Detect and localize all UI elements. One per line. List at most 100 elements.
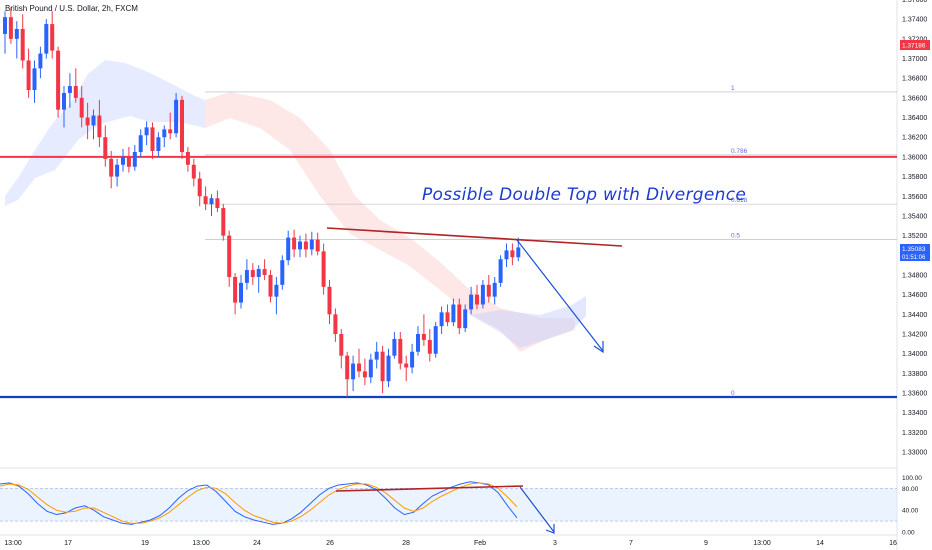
candle-body — [209, 198, 214, 205]
candle-body — [410, 351, 415, 368]
candle-body — [44, 24, 49, 54]
time-tick-label: Feb — [474, 540, 486, 547]
candle-body — [168, 129, 173, 134]
candle-body — [191, 164, 196, 179]
candle-body — [20, 28, 25, 61]
candle-body — [150, 127, 155, 151]
stoch-d-line — [0, 482, 518, 524]
price-tick-label: 1.37400 — [902, 17, 927, 24]
chart-title: British Pound / U.S. Dollar, 2h, FXCM — [5, 4, 138, 13]
candle-body — [73, 86, 78, 98]
candle-body — [368, 359, 373, 378]
candle-body — [62, 92, 66, 110]
candle-body — [215, 198, 220, 209]
candle-body — [516, 247, 521, 258]
price-tick-label: 1.33600 — [902, 391, 927, 398]
candle-body — [227, 235, 232, 277]
candle-body — [97, 115, 102, 138]
price-tick-label: 1.34200 — [902, 332, 927, 339]
price-tick-label: 1.34800 — [902, 272, 927, 279]
time-tick-label: 26 — [326, 540, 334, 547]
candle-body — [32, 68, 37, 90]
candle-body — [67, 86, 72, 93]
candle-body — [56, 50, 61, 110]
candle-body — [480, 284, 485, 305]
candle-body — [109, 158, 114, 177]
candle-body — [498, 259, 503, 283]
candle-body — [451, 304, 456, 323]
candle-body — [286, 237, 291, 261]
stoch-band — [0, 488, 897, 522]
candle-body — [362, 371, 367, 378]
candle-body — [203, 196, 208, 205]
candle-body — [174, 99, 179, 134]
candle-body — [162, 129, 167, 138]
time-tick-label: 16 — [889, 540, 897, 547]
candle-body — [421, 334, 426, 340]
price-tick-label: 1.36200 — [902, 135, 927, 142]
candle-body — [126, 156, 131, 167]
cloud-bullish — [5, 60, 205, 206]
time-tick-label: 28 — [402, 540, 410, 547]
candle-body — [38, 53, 43, 69]
candle-body — [392, 338, 397, 356]
candle-body — [463, 309, 468, 329]
stoch-projection-arrowhead — [545, 524, 555, 534]
candle-body — [8, 17, 13, 39]
price-tick-label: 1.33000 — [902, 450, 927, 457]
stoch-tick-label: 100.00 — [902, 475, 922, 482]
time-tick-label: 7 — [629, 540, 633, 547]
candle-body — [244, 270, 249, 283]
candle-body — [262, 269, 267, 275]
candle-body — [380, 351, 385, 382]
candle-body — [345, 355, 350, 380]
candle-body — [510, 250, 515, 258]
candle-body — [103, 137, 108, 159]
price-tick-label: 1.33800 — [902, 371, 927, 378]
candle-body — [256, 269, 261, 277]
price-tick-label: 1.34600 — [902, 292, 927, 299]
candle-body — [327, 286, 332, 315]
price-tick-label: 1.33400 — [902, 410, 927, 417]
stoch-k-line — [0, 481, 518, 525]
time-tick-label: 9 — [704, 540, 708, 547]
price-tick-label: 1.35800 — [902, 174, 927, 181]
time-tick-label: 13:00 — [753, 540, 771, 547]
candle-body — [445, 312, 450, 323]
candle-body — [333, 314, 338, 335]
price-tick-label: 1.36800 — [902, 76, 927, 83]
fib-level-label: 0.5 — [731, 233, 740, 240]
last-price-countdown: 01:51:06 — [902, 255, 926, 261]
price-tick-label: 1.34000 — [902, 351, 927, 358]
candle-body — [386, 355, 391, 382]
candle-body — [250, 270, 255, 277]
candle-body — [132, 151, 137, 167]
stoch-tick-label: 0.00 — [902, 530, 915, 537]
candle-body — [115, 164, 120, 177]
candle-body — [374, 351, 379, 360]
candle-body — [427, 339, 432, 354]
candle-body — [357, 363, 361, 372]
last-price-badge — [900, 244, 930, 261]
chart-annotation: Possible Double Top with Divergence — [422, 185, 747, 205]
candle-body — [233, 276, 238, 303]
price-tick-label: 1.36400 — [902, 115, 927, 122]
candle-body — [85, 117, 90, 126]
stoch-divergence-line — [335, 485, 524, 492]
candle-body — [138, 135, 143, 152]
alert-price-badge — [900, 40, 930, 50]
candle-body — [221, 208, 226, 236]
candle-body — [416, 334, 420, 352]
cloud-bullish-ahead — [470, 296, 586, 348]
price-tick-label: 1.37000 — [902, 56, 927, 63]
time-tick-label: 14 — [816, 540, 824, 547]
candle-body — [315, 239, 320, 252]
candle-body — [404, 363, 409, 368]
time-tick-label: 13:00 — [192, 540, 210, 547]
candle-body — [280, 260, 285, 285]
candle-body — [268, 274, 273, 297]
candle-body — [121, 156, 125, 165]
time-tick-label: 24 — [253, 540, 261, 547]
candle-body — [91, 115, 96, 126]
